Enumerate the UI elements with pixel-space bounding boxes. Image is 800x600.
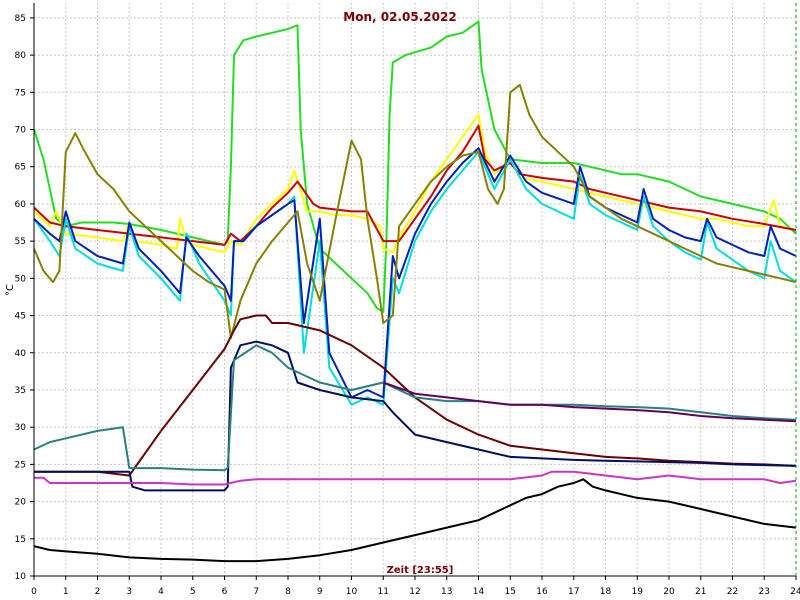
- x-axis-label: Zeit [23:55]: [387, 565, 454, 576]
- y-tick-label: 75: [15, 88, 26, 98]
- y-tick-label: 45: [15, 312, 26, 322]
- x-tick-label: 2: [95, 587, 101, 597]
- y-tick-label: 10: [15, 572, 27, 582]
- y-tick-label: 55: [15, 237, 26, 247]
- series-line-10: [382, 381, 797, 423]
- y-tick-label: 30: [15, 423, 27, 433]
- x-tick-label: 14: [473, 587, 485, 597]
- y-axis-label: °C: [5, 284, 16, 296]
- y-tick-label: 65: [15, 163, 26, 173]
- series-line-7: [34, 314, 797, 477]
- axes: 0 1 2 3 4 5 6 7 8 9 10 11 12 13 14 15 16 17 18 19 20 21 22 23 24…: [15, 3, 800, 597]
- y-tick-label: 70: [15, 126, 27, 136]
- x-tick-label: 19: [632, 587, 644, 597]
- x-tick-label: 15: [505, 587, 516, 597]
- y-tick-label: 25: [15, 460, 26, 470]
- x-tick-label: 18: [600, 587, 612, 597]
- series-line-8: [34, 340, 797, 492]
- series-line-3: [33, 124, 797, 246]
- y-tick-label: 85: [15, 14, 26, 24]
- x-tick-label: 23: [759, 587, 770, 597]
- x-tick-label: 1: [63, 587, 69, 597]
- x-tick-label: 4: [158, 587, 164, 597]
- series-line-9: [33, 344, 797, 472]
- x-tick-label: 10: [346, 587, 358, 597]
- x-tick-label: 6: [222, 587, 228, 597]
- y-tick-label: 15: [15, 535, 26, 545]
- x-tick-label: 5: [190, 587, 196, 597]
- series-line-12: [33, 478, 797, 563]
- series-line-2: [33, 113, 797, 254]
- y-tick-label: 60: [15, 200, 27, 210]
- x-tick-label: 9: [317, 587, 323, 597]
- x-tick-label: 16: [536, 587, 548, 597]
- x-tick-label: 3: [126, 587, 132, 597]
- y-tick-label: 20: [15, 498, 27, 508]
- x-tick-label: 7: [253, 587, 259, 597]
- x-tick-label: 11: [378, 587, 389, 597]
- series-line-6: [33, 83, 797, 339]
- series-line-1: [33, 20, 797, 313]
- x-tick-label: 0: [31, 587, 37, 597]
- x-tick-label: 12: [409, 587, 420, 597]
- x-tick-label: 13: [441, 587, 452, 597]
- x-tick-label: 8: [285, 587, 291, 597]
- x-tick-label: 22: [727, 587, 738, 597]
- series-line-5: [33, 147, 797, 399]
- y-tick-label: 35: [15, 386, 26, 396]
- y-tick-label: 40: [15, 349, 27, 359]
- x-tick-label: 21: [695, 587, 706, 597]
- series-group: [33, 20, 797, 563]
- x-tick-label: 17: [568, 587, 579, 597]
- series-line-4: [33, 150, 797, 406]
- chart-title: Mon, 02.05.2022: [343, 10, 456, 24]
- x-tick-label: 24: [790, 587, 800, 597]
- x-tick-label: 20: [663, 587, 675, 597]
- series-line-11: [34, 470, 797, 486]
- y-tick-label: 80: [15, 51, 27, 61]
- y-tick-label: 50: [15, 274, 27, 284]
